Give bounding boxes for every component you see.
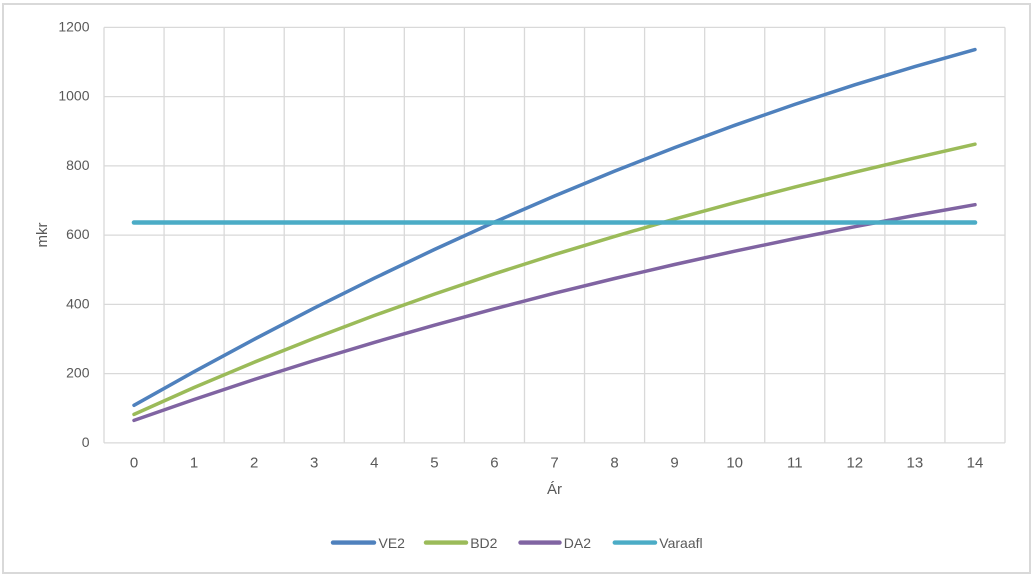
svg-text:0: 0 [130,455,138,472]
svg-text:1200: 1200 [58,18,89,34]
svg-text:4: 4 [370,455,378,472]
svg-text:7: 7 [550,455,558,472]
svg-text:2: 2 [250,455,258,472]
svg-text:0: 0 [82,434,90,450]
svg-text:600: 600 [66,226,90,242]
svg-text:9: 9 [670,455,678,472]
svg-text:3: 3 [310,455,318,472]
svg-text:DA2: DA2 [564,535,591,551]
svg-text:11: 11 [787,455,803,472]
svg-text:Ár: Ár [547,481,562,498]
svg-text:mkr: mkr [34,223,51,248]
svg-text:8: 8 [610,455,618,472]
svg-text:400: 400 [66,295,90,311]
svg-text:13: 13 [907,455,924,472]
svg-text:12: 12 [846,455,863,472]
svg-text:10: 10 [726,455,743,472]
svg-text:BD2: BD2 [470,535,497,551]
svg-text:1000: 1000 [58,88,89,104]
svg-text:14: 14 [967,455,984,472]
svg-text:VE2: VE2 [379,535,406,551]
svg-text:Varaafl: Varaafl [659,535,702,551]
svg-text:6: 6 [490,455,498,472]
svg-text:800: 800 [66,157,90,173]
svg-text:1: 1 [190,455,198,472]
svg-text:5: 5 [430,455,438,472]
svg-text:200: 200 [66,365,90,381]
